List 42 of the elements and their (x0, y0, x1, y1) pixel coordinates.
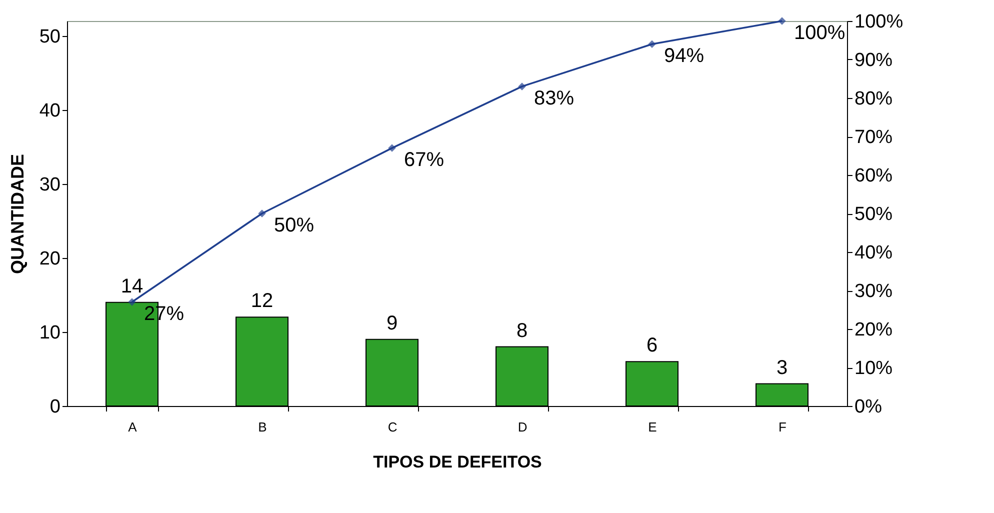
y-tick-label: 40 (39, 100, 60, 122)
data-label: 50% (274, 214, 314, 236)
x-tick-label: A (128, 420, 138, 434)
data-label: 83% (534, 87, 574, 110)
y2-tick-label: 30% (854, 281, 893, 302)
y-tick-label: 10 (39, 322, 60, 344)
y2-tick-label: 80% (854, 88, 893, 110)
y-tick-label: 20 (39, 248, 60, 270)
point (648, 40, 656, 48)
y2-tick-label: 60% (854, 166, 893, 186)
y2-tick-label: 10% (854, 358, 893, 379)
y2-tick-label: 100% (854, 12, 904, 32)
point (778, 17, 786, 25)
data-label: 6 (646, 334, 658, 357)
x-axis-title: TIPOS DE DEFEITOS (373, 452, 542, 472)
y-tick-label: 30 (39, 174, 60, 196)
data-label: 9 (386, 312, 398, 334)
y2-tick-label: 90% (854, 50, 893, 71)
data-label: 8 (516, 320, 528, 342)
data-label: 67% (404, 149, 444, 172)
data-label: 3 (776, 356, 788, 379)
y-axis-title: QUANTIDADE (7, 154, 28, 274)
point (258, 210, 266, 218)
point (128, 298, 136, 306)
y-tick-label: 0 (50, 396, 60, 418)
y-tick-label: 50 (39, 26, 60, 48)
y2-tick-label: 0% (854, 396, 882, 418)
y2-tick-label: 50% (854, 204, 893, 225)
x-tick-label: C (388, 420, 398, 434)
point (388, 144, 396, 152)
y2-tick-label: 70% (854, 127, 893, 148)
point (518, 82, 526, 90)
data-label: 14 (120, 275, 144, 298)
y2-tick-label: 20% (854, 320, 893, 340)
x-tick-label: D (518, 420, 528, 434)
x-tick-label: E (648, 420, 658, 434)
data-label: 100% (794, 22, 846, 44)
data-label: 94% (664, 45, 704, 68)
x-tick-label: F (778, 420, 787, 434)
y2-tick-label: 40% (854, 242, 893, 264)
data-label: 12 (250, 290, 274, 312)
x-tick-label: B (258, 420, 267, 434)
